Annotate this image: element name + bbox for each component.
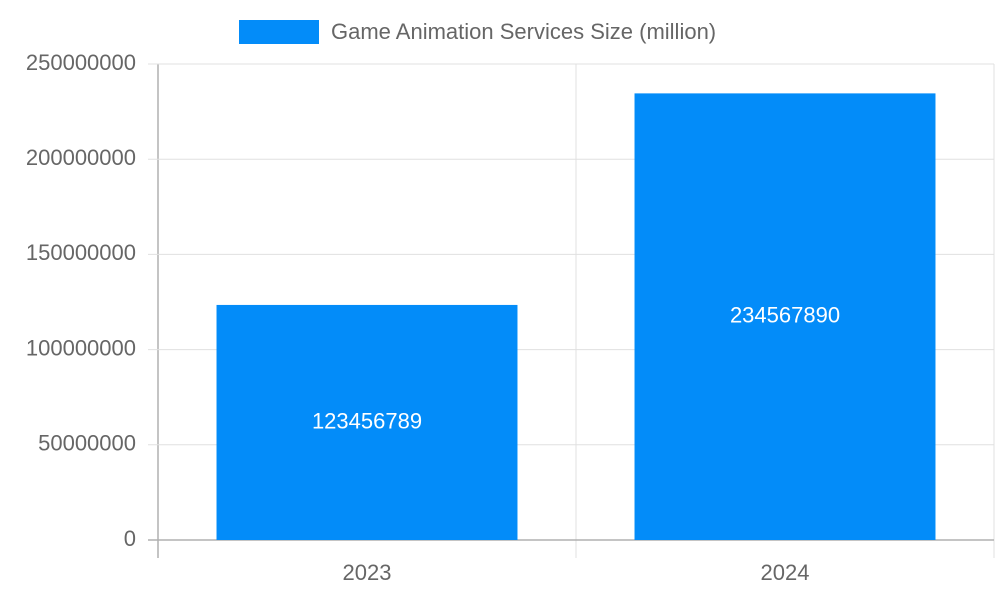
data-label: 123456789 [312, 408, 422, 433]
y-tick-label: 200000000 [26, 145, 136, 170]
y-tick-label: 150000000 [26, 240, 136, 265]
bar [634, 93, 936, 540]
legend-swatch [239, 20, 319, 44]
bar [216, 304, 518, 540]
x-tick-label: 2023 [343, 560, 392, 585]
y-tick-label: 50000000 [38, 431, 136, 456]
x-tick-label: 2024 [761, 560, 810, 585]
y-tick-label: 0 [124, 526, 136, 551]
data-label: 234567890 [730, 303, 840, 328]
legend-label: Game Animation Services Size (million) [331, 19, 716, 44]
y-tick-label: 250000000 [26, 50, 136, 75]
y-tick-label: 100000000 [26, 335, 136, 360]
